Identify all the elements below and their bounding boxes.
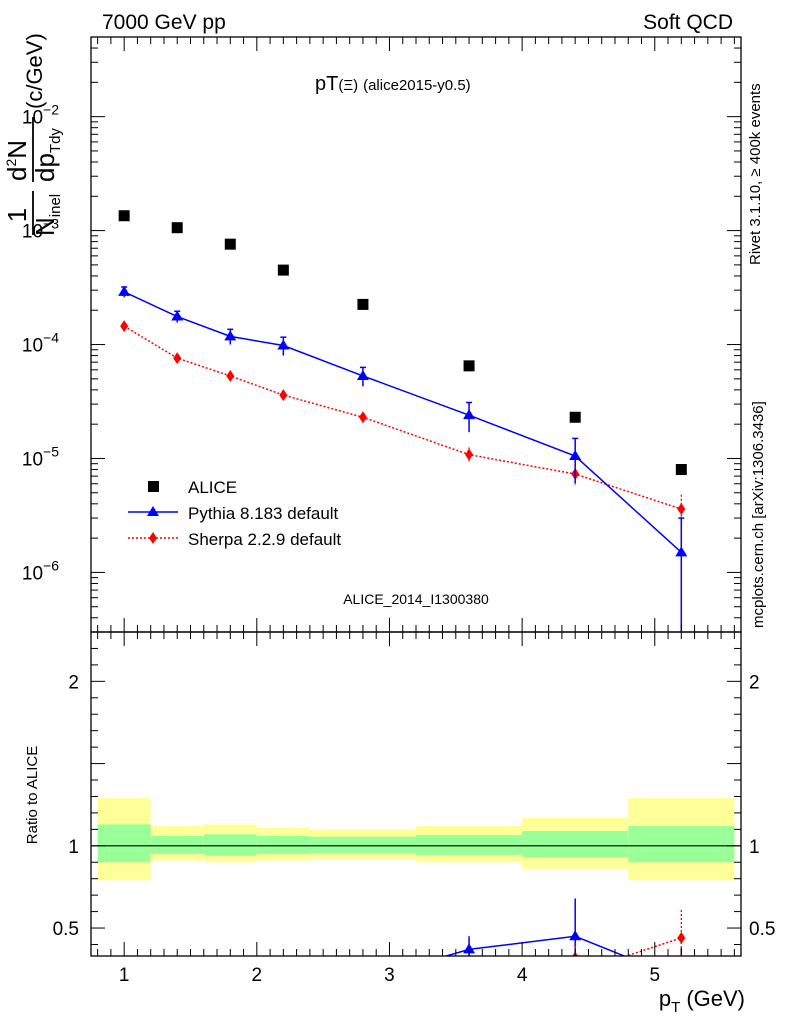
ratio-pythia-point (569, 930, 582, 941)
sherpa-point (677, 503, 686, 516)
ratio-band-inner (150, 835, 204, 855)
ratio-band-inner (97, 824, 151, 863)
plot-title-particle: (Ξ) (338, 77, 358, 94)
header-left: 7000 GeV pp (102, 11, 226, 34)
sherpa-point (120, 320, 129, 333)
y-tick-label: 10−6 (22, 557, 59, 584)
x-tick-label: 2 (252, 965, 263, 986)
alice-point (277, 264, 289, 276)
main-series (118, 210, 688, 632)
ratio-y-tick-label-left: 1 (68, 837, 79, 858)
y-label-dden-main: dp (30, 153, 60, 182)
legend-marker-sherpa (149, 532, 157, 544)
plot-title: pT(Ξ) (alice2015-y0.5) (315, 73, 471, 95)
ratio-y-tick-label-right: 0.5 (749, 919, 775, 940)
plot-title-prefix: pT (315, 73, 338, 95)
x-tick-label: 4 (517, 965, 528, 986)
ratio-bands (91, 798, 741, 983)
plot-title-suffix: (alice2015-y0.5) (363, 77, 471, 94)
pythia-point (356, 369, 369, 380)
axes: 1 2 3 4 5 10−6 10−5 10−4 10−3 10−2 0.5 0.5 1 1 2 2 (22, 36, 775, 986)
pythia-point (224, 330, 237, 341)
pythia-point (675, 546, 688, 557)
pythia-point (463, 409, 476, 420)
ratio-plot (91, 798, 741, 983)
y-label-deriv-den: dpTdy (30, 128, 64, 182)
legend: ALICE Pythia 8.183 default Sherpa 2.2.9 … (128, 478, 341, 549)
pythia-point (118, 285, 131, 296)
y-tick-label: 10−2 (22, 102, 59, 129)
x-label-main: p (659, 986, 671, 1011)
y-axis-label: 1 Ninel d2N dpTdy (c/GeV) (2, 33, 64, 236)
y-label-frac-den: Ninel (30, 194, 64, 236)
header-right: Soft QCD (643, 11, 733, 34)
ratio-sherpa-point (677, 931, 686, 944)
ratio-band-inner (203, 834, 257, 856)
x-label-unit: (GeV) (686, 986, 745, 1011)
pythia-point (277, 339, 290, 350)
ratio-y-tick-label-right: 2 (749, 672, 760, 693)
ratio-band-inner (309, 836, 416, 854)
pythia-line (123, 291, 682, 553)
y-tick-label: 10−5 (22, 443, 59, 470)
sherpa-point (358, 411, 367, 424)
sherpa-point (173, 352, 182, 365)
alice-point (118, 210, 130, 222)
ratio-y-tick-label-left: 0.5 (53, 919, 79, 940)
mcplots-label: mcplots.cern.ch [arXiv:1306.3436] (750, 401, 767, 628)
y-label-units: (c/GeV) (22, 33, 47, 109)
sherpa-point (279, 389, 288, 402)
pythia-point (171, 310, 184, 321)
ratio-band-inner (416, 835, 523, 855)
ratio-frame (90, 631, 742, 957)
y-label-dden-sub: Tdy (47, 128, 64, 154)
ratio-band-inner (522, 831, 629, 858)
alice-point (569, 411, 581, 423)
y-label-deriv-num: d2N (2, 140, 32, 181)
legend-marker-alice (148, 481, 159, 492)
ratio-y-tick-label-left: 2 (68, 672, 79, 693)
x-tick-label: 1 (119, 965, 130, 986)
y-label-num-sup: 2 (3, 159, 19, 167)
y-label-frac-num: 1 (2, 208, 32, 222)
y-tick-label: 10−3 (22, 216, 59, 243)
legend-label-alice: ALICE (188, 478, 237, 497)
sherpa-point (465, 448, 474, 461)
alice-point (463, 360, 475, 372)
legend-marker-pythia (147, 506, 159, 516)
alice-point (357, 298, 369, 310)
x-tick-label: 3 (384, 965, 395, 986)
ratio-band-inner (628, 826, 735, 863)
y-tick-label: 10−4 (22, 330, 59, 357)
y-label-den-sub: inel (47, 194, 64, 217)
ratio-band-inner (256, 835, 310, 855)
legend-label-pythia: Pythia 8.183 default (188, 504, 339, 523)
x-axis-label: pT (GeV) (659, 986, 745, 1016)
ratio-pythia-point (463, 943, 476, 954)
alice-point (675, 464, 687, 476)
y-label-num-tail: N (2, 140, 32, 159)
legend-label-sherpa: Sherpa 2.2.9 default (188, 530, 341, 549)
rivet-label: Rivet 3.1.10, ≥ 400k events (747, 83, 764, 265)
pythia-point (569, 450, 582, 461)
ratio-pythia-point (675, 973, 687, 983)
y-label-den-main: N (30, 217, 60, 236)
alice-point (171, 222, 183, 234)
sherpa-point (226, 369, 235, 382)
x-tick-label: 5 (649, 965, 660, 986)
ratio-y-tick-label-right: 1 (749, 837, 760, 858)
y-label-num-main: d (2, 167, 32, 181)
alice-point (224, 238, 236, 250)
ratio-ylabel: Ratio to ALICE (24, 746, 41, 844)
main-plot (118, 210, 688, 632)
ratio-pythia-line (443, 935, 627, 956)
analysis-id: ALICE_2014_I1300380 (343, 591, 489, 607)
x-label-sub: T (671, 999, 680, 1016)
